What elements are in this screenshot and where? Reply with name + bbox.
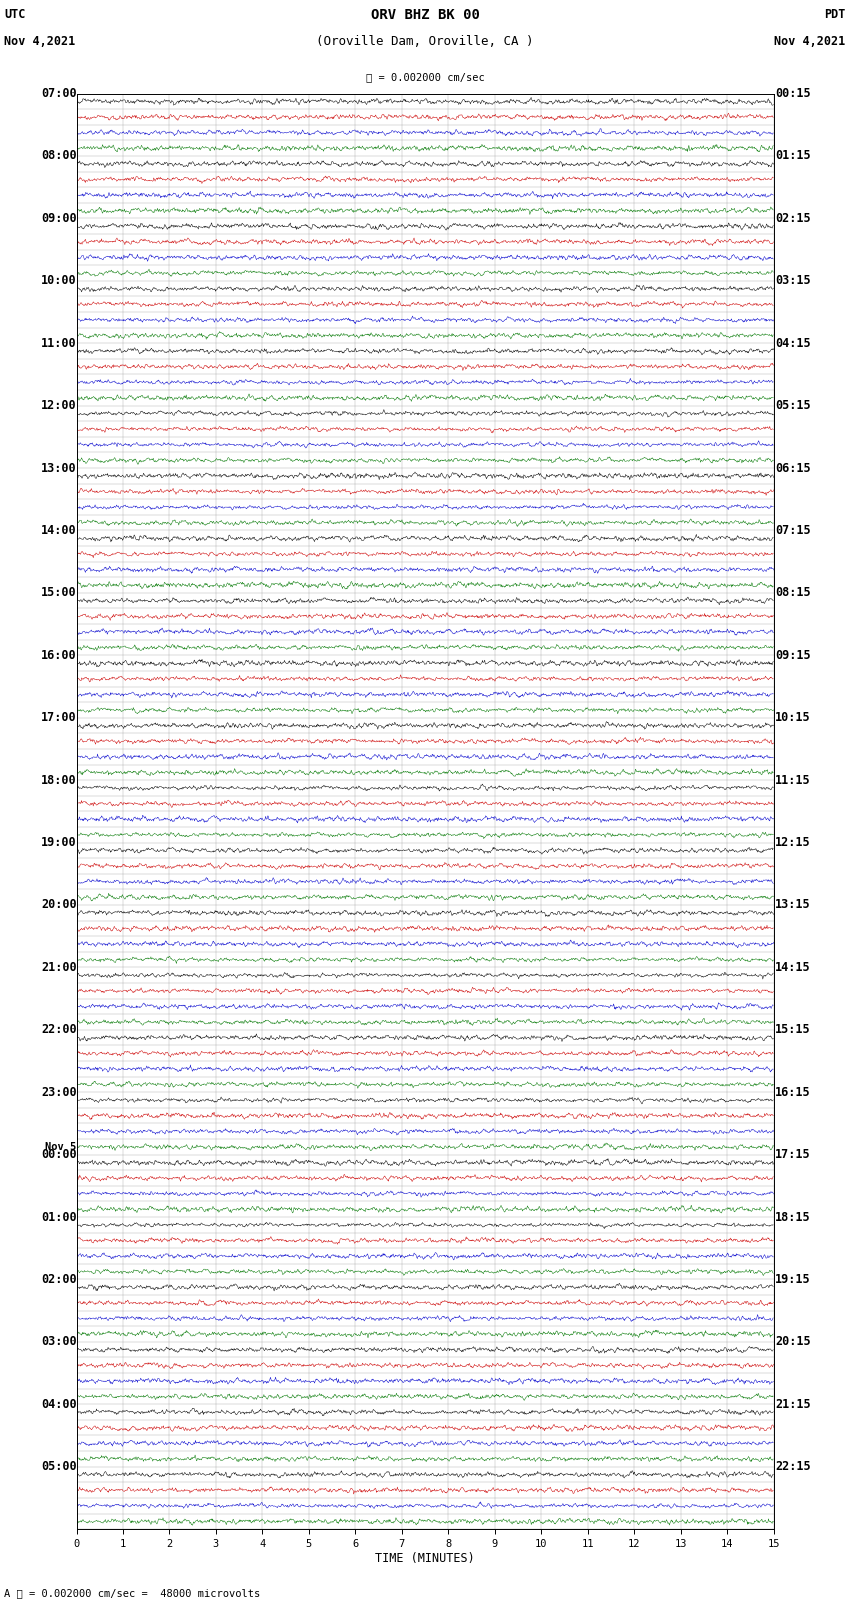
Text: 18:00: 18:00 <box>41 774 76 787</box>
Text: 17:15: 17:15 <box>775 1148 811 1161</box>
Text: 04:15: 04:15 <box>775 337 811 350</box>
Text: ⎸ = 0.002000 cm/sec: ⎸ = 0.002000 cm/sec <box>366 73 484 82</box>
Text: 10:15: 10:15 <box>775 711 811 724</box>
Text: 19:15: 19:15 <box>775 1273 811 1286</box>
Text: 12:15: 12:15 <box>775 836 811 848</box>
Text: 14:00: 14:00 <box>41 524 76 537</box>
X-axis label: TIME (MINUTES): TIME (MINUTES) <box>375 1552 475 1565</box>
Text: 07:00: 07:00 <box>41 87 76 100</box>
Text: 16:15: 16:15 <box>775 1086 811 1098</box>
Text: PDT: PDT <box>824 8 846 21</box>
Text: A ⎸ = 0.002000 cm/sec =  48000 microvolts: A ⎸ = 0.002000 cm/sec = 48000 microvolts <box>4 1589 260 1598</box>
Text: (Oroville Dam, Oroville, CA ): (Oroville Dam, Oroville, CA ) <box>316 35 534 48</box>
Text: 13:15: 13:15 <box>775 898 811 911</box>
Text: 03:15: 03:15 <box>775 274 811 287</box>
Text: 21:00: 21:00 <box>41 961 76 974</box>
Text: 17:00: 17:00 <box>41 711 76 724</box>
Text: 18:15: 18:15 <box>775 1210 811 1224</box>
Text: 15:00: 15:00 <box>41 587 76 600</box>
Text: 07:15: 07:15 <box>775 524 811 537</box>
Text: 03:00: 03:00 <box>41 1336 76 1348</box>
Text: 20:15: 20:15 <box>775 1336 811 1348</box>
Text: 11:00: 11:00 <box>41 337 76 350</box>
Text: 14:15: 14:15 <box>775 961 811 974</box>
Text: 19:00: 19:00 <box>41 836 76 848</box>
Text: 04:00: 04:00 <box>41 1398 76 1411</box>
Text: 20:00: 20:00 <box>41 898 76 911</box>
Text: Nov 4,2021: Nov 4,2021 <box>774 35 846 48</box>
Text: Nov 4,2021: Nov 4,2021 <box>4 35 76 48</box>
Text: 08:15: 08:15 <box>775 587 811 600</box>
Text: 08:00: 08:00 <box>41 150 76 163</box>
Text: 21:15: 21:15 <box>775 1398 811 1411</box>
Text: 02:00: 02:00 <box>41 1273 76 1286</box>
Text: 23:00: 23:00 <box>41 1086 76 1098</box>
Text: 05:15: 05:15 <box>775 398 811 413</box>
Text: 13:00: 13:00 <box>41 461 76 474</box>
Text: 10:00: 10:00 <box>41 274 76 287</box>
Text: 05:00: 05:00 <box>41 1460 76 1473</box>
Text: 22:00: 22:00 <box>41 1023 76 1036</box>
Text: 16:00: 16:00 <box>41 648 76 661</box>
Text: 00:15: 00:15 <box>775 87 811 100</box>
Text: 06:15: 06:15 <box>775 461 811 474</box>
Text: 01:00: 01:00 <box>41 1210 76 1224</box>
Text: ORV BHZ BK 00: ORV BHZ BK 00 <box>371 8 479 23</box>
Text: 09:15: 09:15 <box>775 648 811 661</box>
Text: UTC: UTC <box>4 8 26 21</box>
Text: 15:15: 15:15 <box>775 1023 811 1036</box>
Text: 22:15: 22:15 <box>775 1460 811 1473</box>
Text: 01:15: 01:15 <box>775 150 811 163</box>
Text: Nov 5: Nov 5 <box>45 1142 76 1152</box>
Text: 02:15: 02:15 <box>775 211 811 224</box>
Text: 11:15: 11:15 <box>775 774 811 787</box>
Text: 09:00: 09:00 <box>41 211 76 224</box>
Text: 00:00: 00:00 <box>41 1148 76 1161</box>
Text: 12:00: 12:00 <box>41 398 76 413</box>
